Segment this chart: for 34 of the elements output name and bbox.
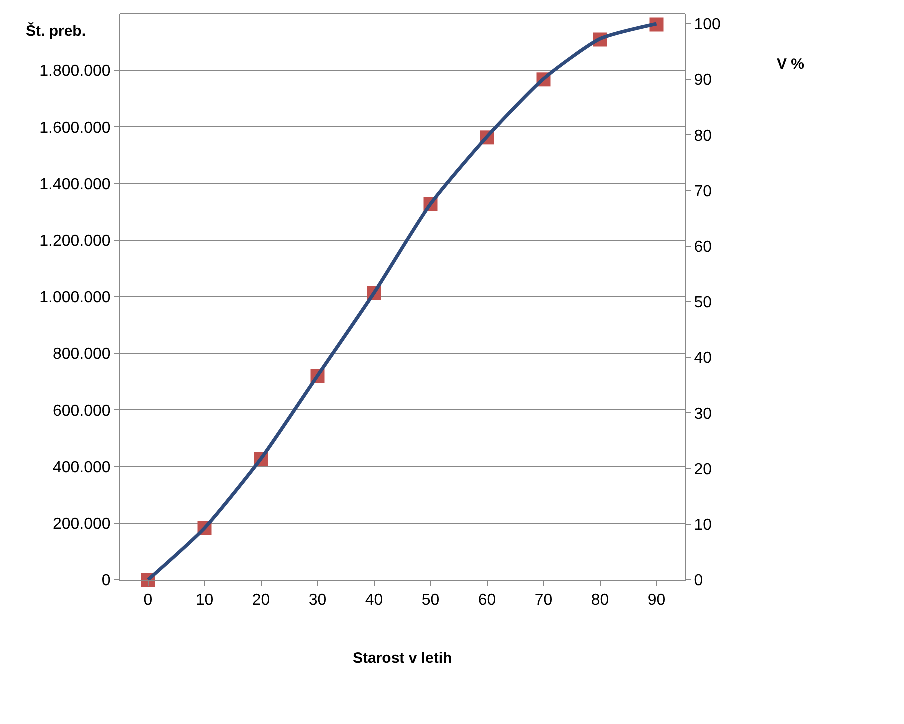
y2-tick-label: 20	[694, 461, 712, 478]
y2-tick-label: 50	[694, 294, 712, 312]
y2-tick-label: 30	[694, 406, 712, 423]
y2-tick-label: 10	[694, 517, 712, 534]
x-tick-label: 40	[365, 592, 384, 610]
y-tick-label: 1.600.000	[40, 120, 111, 137]
y-axis-title: Št. preb.	[26, 22, 86, 40]
y-tick-label: 1.400.000	[40, 176, 111, 194]
y-tick-label: 1.200.000	[40, 233, 111, 250]
y-tick-label: 1.800.000	[40, 63, 111, 80]
x-tick-label: 70	[534, 592, 553, 610]
x-axis-title: Starost v letih	[353, 650, 452, 667]
y-tick-label: 400.000	[52, 459, 111, 476]
x-tick-label: 50	[422, 592, 440, 610]
x-tick-label: 80	[591, 592, 610, 610]
x-tick-label: 0	[144, 592, 153, 610]
x-tick-label: 10	[196, 592, 214, 610]
y2-axis-title: V %	[777, 56, 805, 73]
y-tick-label: 600.000	[52, 402, 111, 420]
y2-tick-label: 60	[694, 239, 712, 256]
y2-tick-label: 0	[694, 572, 704, 590]
x-tick-label: 60	[478, 592, 496, 610]
y-tick-label: 800.000	[52, 346, 111, 364]
y-tick-label: 0	[102, 572, 111, 590]
y2-tick-label: 90	[694, 72, 712, 90]
x-tick-label: 30	[308, 592, 327, 610]
y2-tick-label: 40	[694, 350, 712, 368]
y2-tick-label: 70	[694, 183, 712, 200]
y2-tick-label: 100	[694, 16, 721, 34]
y-tick-label: 1.000.000	[40, 290, 111, 307]
y-tick-label: 200.000	[52, 516, 111, 533]
x-tick-label: 90	[648, 592, 666, 610]
y2-tick-label: 80	[694, 128, 712, 145]
x-tick-label: 20	[252, 592, 270, 610]
